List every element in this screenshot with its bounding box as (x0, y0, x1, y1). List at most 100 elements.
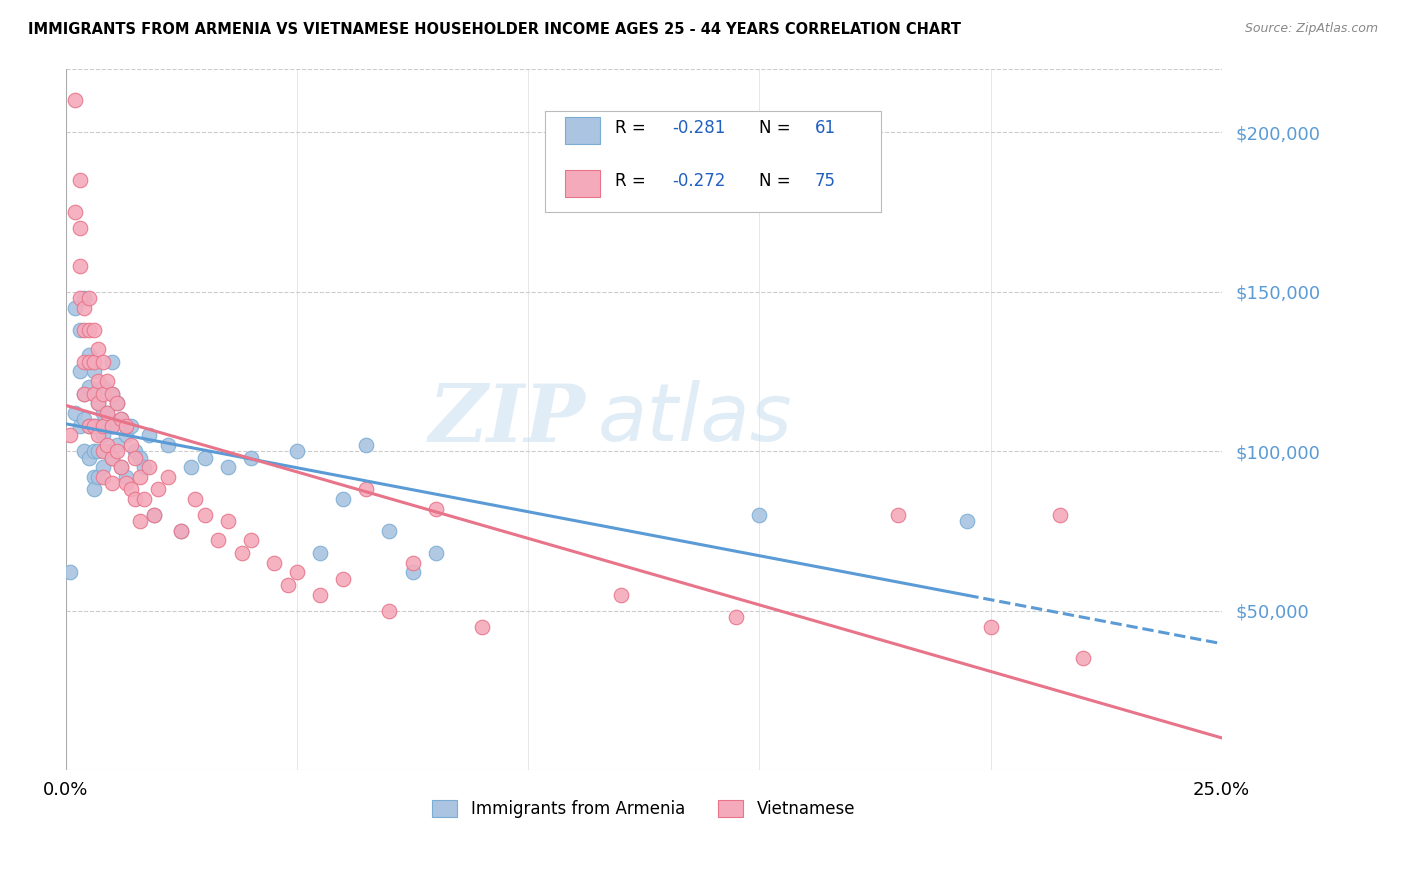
Point (87, 342, 110, 356)
Point (77, 323, 100, 337)
Point (96, 374, 118, 388)
Text: 75: 75 (815, 172, 835, 190)
Point (73, 355, 96, 369)
Point (124, 450, 146, 465)
Point (96, 406, 118, 420)
Point (217, 514, 239, 528)
Point (63, 205, 86, 219)
Point (110, 460, 132, 475)
Point (105, 438, 128, 452)
Point (87, 428, 110, 442)
Point (207, 533, 229, 548)
Point (1049, 508, 1071, 522)
Point (83, 364, 105, 378)
Point (356, 483, 378, 497)
Point (73, 444, 96, 458)
Point (217, 460, 239, 475)
Point (83, 355, 105, 369)
Point (101, 386, 124, 401)
Point (77, 349, 100, 363)
Point (156, 469, 179, 483)
Point (138, 460, 160, 475)
Point (142, 508, 165, 522)
Point (1071, 651, 1094, 665)
Point (309, 546, 332, 560)
Point (101, 418, 124, 433)
Point (69, 418, 91, 433)
Point (110, 460, 132, 475)
Point (63, 94, 86, 108)
Point (332, 491, 354, 506)
Point (609, 588, 631, 602)
Point (77, 355, 100, 369)
Point (87, 396, 110, 410)
Point (69, 291, 91, 305)
Point (91, 355, 114, 369)
Text: atlas: atlas (598, 380, 792, 458)
Point (425, 501, 447, 516)
Point (87, 444, 110, 458)
Point (77, 291, 100, 305)
Point (83, 418, 105, 433)
Point (120, 483, 142, 497)
Point (91, 469, 114, 483)
Point (87, 418, 110, 433)
Point (239, 533, 262, 548)
Point (115, 428, 138, 442)
Text: -0.281: -0.281 (672, 120, 725, 137)
Point (91, 406, 114, 420)
Point (115, 469, 138, 483)
Point (83, 386, 105, 401)
Text: ZIP: ZIP (429, 381, 586, 458)
Point (138, 428, 160, 442)
Point (120, 438, 142, 452)
Point (263, 556, 285, 570)
Point (378, 603, 401, 617)
Point (170, 524, 193, 538)
Point (725, 610, 748, 624)
Point (956, 514, 979, 528)
Point (96, 444, 118, 458)
Legend: Immigrants from Armenia, Vietnamese: Immigrants from Armenia, Vietnamese (426, 793, 862, 825)
Point (63, 406, 86, 420)
Point (101, 450, 124, 465)
Point (979, 619, 1001, 633)
Point (180, 460, 202, 475)
Text: IMMIGRANTS FROM ARMENIA VS VIETNAMESE HOUSEHOLDER INCOME AGES 25 - 44 YEARS CORR: IMMIGRANTS FROM ARMENIA VS VIETNAMESE HO… (28, 22, 962, 37)
Point (110, 412, 132, 426)
Point (96, 438, 118, 452)
Point (69, 259, 91, 273)
Point (73, 386, 96, 401)
Point (115, 418, 138, 433)
Point (73, 291, 96, 305)
Point (83, 386, 105, 401)
Text: R =: R = (614, 120, 651, 137)
Point (59, 566, 82, 580)
Point (101, 476, 124, 491)
FancyBboxPatch shape (546, 111, 880, 212)
Point (83, 418, 105, 433)
Point (83, 469, 105, 483)
Point (59, 428, 82, 442)
Point (170, 524, 193, 538)
Point (285, 444, 308, 458)
Point (69, 173, 91, 187)
Point (77, 450, 100, 465)
Point (471, 619, 494, 633)
FancyBboxPatch shape (565, 117, 600, 145)
Point (124, 491, 146, 506)
Point (91, 444, 114, 458)
Point (120, 418, 142, 433)
Point (69, 221, 91, 235)
Point (156, 438, 179, 452)
Point (83, 483, 105, 497)
Point (69, 323, 91, 337)
Point (110, 412, 132, 426)
Point (277, 578, 299, 592)
Point (83, 444, 105, 458)
Point (63, 301, 86, 315)
Point (285, 566, 308, 580)
Point (101, 418, 124, 433)
Point (193, 450, 215, 465)
Point (239, 450, 262, 465)
